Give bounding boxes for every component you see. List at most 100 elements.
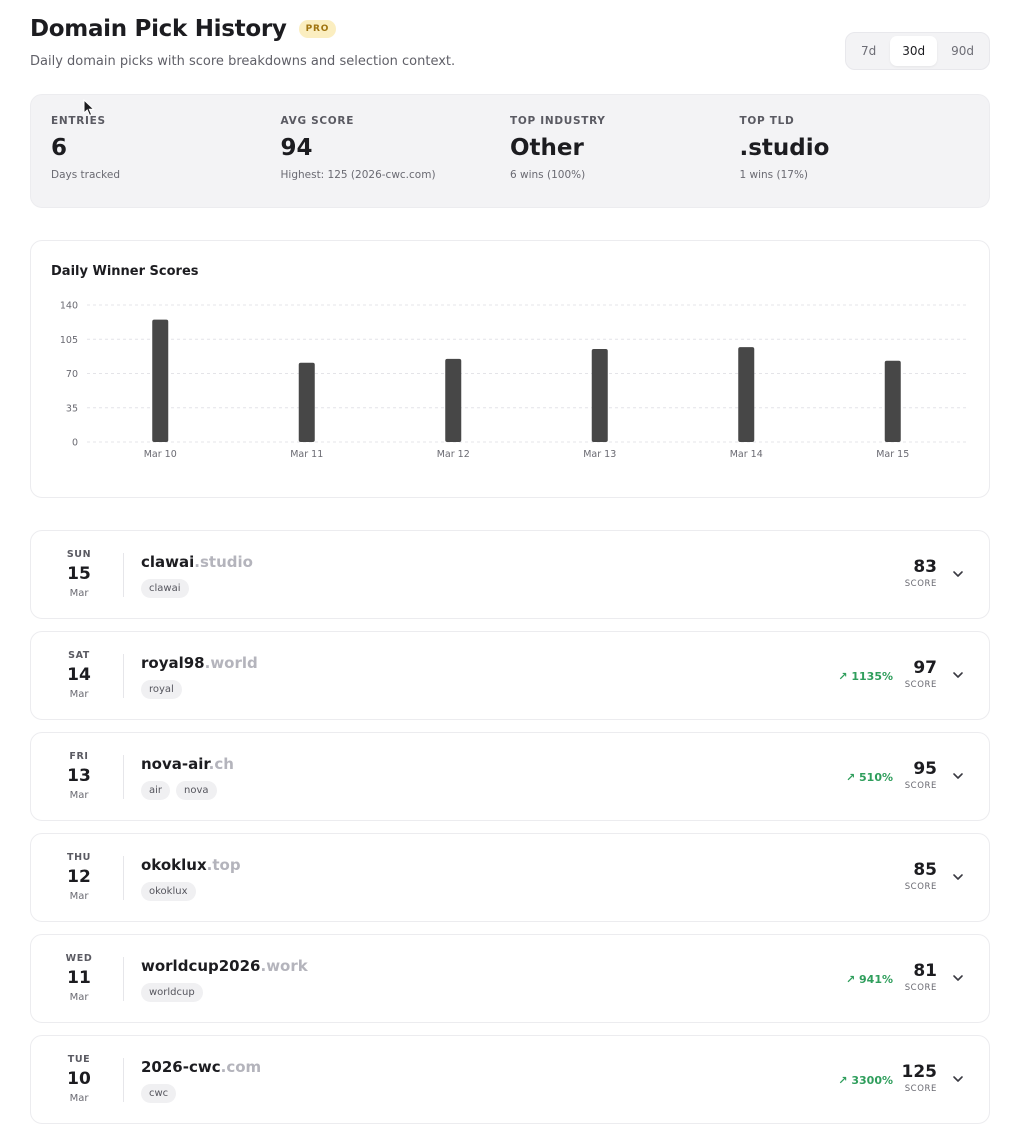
score-label: SCORE: [904, 882, 937, 892]
entry-domain: royal98.world: [141, 654, 258, 672]
range-30d-button[interactable]: 30d: [890, 36, 938, 66]
entry-day: 10: [67, 1069, 91, 1089]
entry-tags: clawai: [141, 579, 189, 598]
entry-month: Mar: [69, 992, 89, 1003]
x-tick-label: Mar 10: [144, 449, 177, 460]
keyword-tag: okoklux: [141, 882, 196, 901]
chevron-down-icon[interactable]: [951, 1072, 965, 1086]
entry-domain: nova-air.ch: [141, 755, 234, 773]
trend-indicator: ↗ 1135%: [838, 670, 893, 683]
score-label: SCORE: [904, 579, 937, 589]
chevron-down-icon[interactable]: [951, 769, 965, 783]
entry-month: Mar: [69, 689, 89, 700]
chevron-down-icon[interactable]: [951, 567, 965, 581]
entry-tags: cwc: [141, 1084, 177, 1103]
entry-day: 14: [67, 665, 91, 685]
entry-divider: [123, 553, 124, 597]
page-title: Domain Pick History: [30, 16, 287, 42]
score-value: 125: [901, 1062, 938, 1082]
stat-top-tld: TOP TLD .studio 1 wins (17%): [740, 115, 970, 187]
chevron-down-icon[interactable]: [951, 971, 965, 985]
stat-label: ENTRIES: [51, 115, 106, 127]
chevron-down-icon[interactable]: [951, 668, 965, 682]
x-tick-label: Mar 15: [876, 449, 909, 460]
entry-divider: [123, 654, 124, 698]
entry-row[interactable]: TUE 10 Mar 2026-cwc.com cwc ↗ 3300% 125 …: [30, 1035, 990, 1124]
score-label: SCORE: [904, 1084, 937, 1094]
trend-up-icon: ↗: [838, 1074, 848, 1087]
bar[interactable]: [152, 319, 169, 442]
domain-name: okoklux: [141, 856, 207, 874]
entry-score: 81 SCORE: [905, 961, 937, 993]
trend-indicator: ↗ 941%: [846, 973, 893, 986]
mouse-cursor-icon: [83, 99, 95, 117]
stat-value: Other: [510, 135, 584, 161]
x-tick-label: Mar 13: [583, 449, 616, 460]
entry-day: 13: [67, 766, 91, 786]
bar[interactable]: [884, 360, 901, 442]
entry-row[interactable]: SAT 14 Mar royal98.world royal ↗ 1135% 9…: [30, 631, 990, 720]
entry-day: 15: [67, 564, 91, 584]
entry-row[interactable]: WED 11 Mar worldcup2026.work worldcup ↗ …: [30, 934, 990, 1023]
range-toggle: 7d 30d 90d: [844, 32, 990, 70]
trend-up-icon: ↗: [845, 973, 856, 986]
domain-name: nova-air: [141, 755, 209, 773]
x-tick-label: Mar 11: [290, 449, 323, 460]
entry-score: 97 SCORE: [905, 658, 937, 690]
score-label: SCORE: [904, 680, 937, 690]
stat-value: .studio: [739, 135, 830, 161]
entry-row[interactable]: FRI 13 Mar nova-air.ch air nova ↗ 510% 95…: [30, 732, 990, 821]
chevron-down-icon[interactable]: [951, 870, 965, 884]
keyword-tag: worldcup: [141, 983, 203, 1002]
entry-weekday: TUE: [67, 1054, 91, 1065]
entry-weekday: SUN: [66, 549, 92, 560]
entry-domain: clawai.studio: [141, 553, 253, 571]
entry-date: WED 11 Mar: [51, 935, 107, 1022]
entry-tags: worldcup: [141, 983, 203, 1002]
entry-date: SUN 15 Mar: [51, 531, 107, 618]
score-label: SCORE: [904, 983, 937, 993]
stat-value: 94: [280, 135, 313, 161]
entry-month: Mar: [69, 790, 89, 801]
range-90d-button[interactable]: 90d: [951, 44, 974, 58]
stat-top-industry: TOP INDUSTRY Other 6 wins (100%): [510, 115, 740, 187]
domain-name: worldcup2026: [141, 957, 261, 975]
entry-weekday: THU: [67, 852, 91, 863]
entry-weekday: WED: [65, 953, 93, 964]
domain-name: clawai: [141, 553, 195, 571]
score-value: 97: [913, 658, 937, 678]
bar-chart: 0 35 70 105 140 Mar 10 Mar 11 Mar 12 Mar 13 Mar 1…: [60, 301, 966, 460]
stat-avg-score: AVG SCORE 94 Highest: 125 (2026-cwc.com): [281, 115, 511, 187]
bar[interactable]: [738, 347, 755, 442]
entry-month: Mar: [69, 891, 89, 902]
bar[interactable]: [591, 349, 608, 442]
entry-divider: [123, 957, 124, 1001]
domain-name: royal98: [141, 654, 205, 672]
bar[interactable]: [445, 358, 462, 442]
entry-weekday: SAT: [68, 650, 90, 661]
entry-score: 95 SCORE: [905, 759, 937, 791]
y-tick-label: 0: [72, 438, 78, 449]
entry-row[interactable]: SUN 15 Mar clawai.studio clawai 83 SCORE: [30, 530, 990, 619]
entry-row[interactable]: THU 12 Mar okoklux.top okoklux 85 SCORE: [30, 833, 990, 922]
y-tick-label: 70: [66, 369, 78, 380]
entry-weekday: FRI: [69, 751, 89, 762]
stat-entries: ENTRIES 6 Days tracked: [51, 115, 281, 187]
pro-badge: PRO: [298, 20, 337, 38]
entry-tags: air nova: [141, 781, 217, 800]
trend-up-icon: ↗: [845, 771, 856, 784]
keyword-tag: air: [141, 781, 171, 800]
trend-indicator: ↗ 3300%: [838, 1074, 893, 1087]
trend-value: 1135%: [851, 670, 893, 683]
bar[interactable]: [298, 362, 315, 442]
score-value: 95: [913, 759, 937, 779]
trend-value: 941%: [859, 973, 893, 986]
entry-divider: [123, 856, 124, 900]
trend-up-icon: ↗: [838, 670, 848, 683]
domain-tld: .com: [220, 1058, 262, 1076]
score-value: 85: [913, 860, 937, 880]
range-7d-button[interactable]: 7d: [860, 44, 877, 58]
page-header: Domain Pick History PRO Daily domain pic…: [30, 16, 990, 76]
entry-date: THU 12 Mar: [51, 834, 107, 921]
entry-date: FRI 13 Mar: [51, 733, 107, 820]
